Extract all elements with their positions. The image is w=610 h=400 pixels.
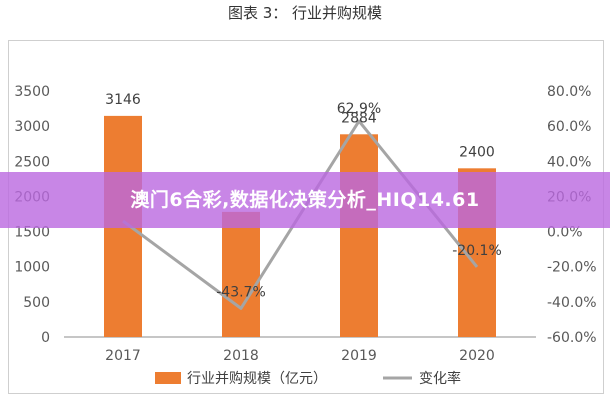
y-right-tick-label: -40.0% <box>547 295 597 311</box>
bar-data-label: 3146 <box>105 92 141 108</box>
legend-line-label: 变化率 <box>419 370 461 387</box>
banner-text: 澳门6合彩,数据化决策分析_HIQ14.61 <box>130 189 480 211</box>
y-left-tick-label: 500 <box>23 295 50 311</box>
overlay-banner: 澳门6合彩,数据化决策分析_HIQ14.61 <box>0 172 610 228</box>
legend-bar-label: 行业并购规模（亿元） <box>187 371 327 387</box>
bar <box>222 211 260 337</box>
y-right-tick-label: 0.0% <box>547 225 583 241</box>
line-data-label: 62.9% <box>337 101 381 117</box>
y-left-tick-label: 1000 <box>14 260 50 276</box>
x-tick-label: 2019 <box>341 348 377 364</box>
y-left-tick-label: 3500 <box>14 84 50 100</box>
bar-data-label: 2884 <box>341 110 377 126</box>
y-right-tick-label: -60.0% <box>547 330 597 346</box>
bar <box>340 134 378 337</box>
line-data-label: -43.7% <box>216 284 266 300</box>
x-tick-label: 2017 <box>105 348 141 364</box>
legend-bar-swatch <box>155 372 181 384</box>
chart-title: 图表 3： 行业并购规模 <box>227 4 383 22</box>
y-right-tick-label: 40.0% <box>547 154 591 170</box>
x-tick-label: 2020 <box>459 348 495 364</box>
y-right-tick-label: 80.0% <box>547 84 591 100</box>
y-right-tick-label: -20.0% <box>547 260 597 276</box>
y-left-tick-label: 1500 <box>14 225 50 241</box>
y-left-tick-label: 3000 <box>14 119 50 135</box>
y-right-tick-label: 60.0% <box>547 119 591 135</box>
bar-data-label: 2400 <box>459 144 495 160</box>
y-left-tick-label: 0 <box>41 330 50 346</box>
y-left-tick-label: 2500 <box>14 154 50 170</box>
x-tick-label: 2018 <box>223 348 259 364</box>
line-data-label: -20.1% <box>452 243 502 259</box>
